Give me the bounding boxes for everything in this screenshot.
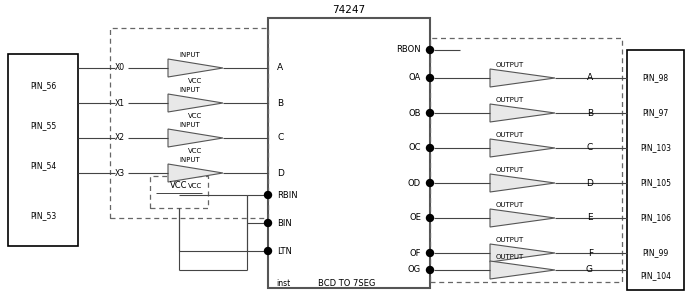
Polygon shape <box>490 209 555 227</box>
Text: VCC: VCC <box>188 78 203 84</box>
Text: OUTPUT: OUTPUT <box>495 167 524 173</box>
Polygon shape <box>168 164 223 182</box>
Text: D: D <box>277 168 284 178</box>
Text: PIN_104: PIN_104 <box>640 271 671 281</box>
Text: PIN_105: PIN_105 <box>640 178 671 188</box>
Text: OD: OD <box>408 178 421 188</box>
Polygon shape <box>490 69 555 87</box>
Text: X3: X3 <box>115 168 125 178</box>
Polygon shape <box>168 94 223 112</box>
Bar <box>150 176 208 208</box>
Text: INPUT: INPUT <box>180 122 201 128</box>
Text: OG: OG <box>408 265 421 275</box>
Circle shape <box>426 47 433 54</box>
Polygon shape <box>490 104 555 122</box>
Circle shape <box>426 74 433 81</box>
Text: BIN: BIN <box>277 219 292 227</box>
Circle shape <box>264 247 271 254</box>
Text: PIN_97: PIN_97 <box>642 109 668 118</box>
Circle shape <box>264 192 271 199</box>
Circle shape <box>426 109 433 116</box>
Text: C: C <box>277 133 283 143</box>
Text: PIN_53: PIN_53 <box>30 212 56 220</box>
Polygon shape <box>168 59 223 77</box>
Polygon shape <box>490 139 555 157</box>
Text: PIN_106: PIN_106 <box>640 213 671 223</box>
Text: VCC: VCC <box>188 113 203 119</box>
Polygon shape <box>168 129 223 147</box>
Text: OUTPUT: OUTPUT <box>495 97 524 103</box>
Text: PIN_56: PIN_56 <box>30 81 56 91</box>
Text: B: B <box>277 98 283 108</box>
Polygon shape <box>490 244 555 262</box>
Polygon shape <box>490 261 555 279</box>
Text: OA: OA <box>409 74 421 82</box>
Text: A: A <box>277 64 283 72</box>
Text: B: B <box>587 109 593 118</box>
Text: OUTPUT: OUTPUT <box>495 202 524 208</box>
Text: OF: OF <box>410 248 421 257</box>
Text: PIN_103: PIN_103 <box>640 143 671 153</box>
Text: PIN_55: PIN_55 <box>30 122 56 130</box>
Text: 74247: 74247 <box>332 5 365 15</box>
Text: LTN: LTN <box>277 247 292 255</box>
Bar <box>8 54 78 246</box>
Text: F: F <box>588 248 593 257</box>
Text: C: C <box>587 143 593 153</box>
Text: OE: OE <box>409 213 421 223</box>
Text: X2: X2 <box>115 133 125 143</box>
Text: inst: inst <box>276 278 290 288</box>
Polygon shape <box>490 174 555 192</box>
Text: E: E <box>588 213 593 223</box>
Circle shape <box>426 179 433 186</box>
Text: A: A <box>587 74 593 82</box>
Circle shape <box>426 215 433 222</box>
Bar <box>627 50 684 290</box>
Text: INPUT: INPUT <box>180 52 201 58</box>
Text: PIN_54: PIN_54 <box>30 161 56 171</box>
Text: PIN_98: PIN_98 <box>642 74 668 82</box>
Text: OUTPUT: OUTPUT <box>495 132 524 138</box>
Text: RBIN: RBIN <box>277 191 298 199</box>
Bar <box>268 18 430 288</box>
Text: D: D <box>586 178 593 188</box>
Text: PIN_99: PIN_99 <box>642 248 668 257</box>
Bar <box>430 38 622 282</box>
Text: OUTPUT: OUTPUT <box>495 237 524 243</box>
Circle shape <box>264 219 271 226</box>
Text: VCC: VCC <box>188 183 203 189</box>
Text: INPUT: INPUT <box>180 157 201 163</box>
Circle shape <box>426 250 433 257</box>
Text: G: G <box>586 265 593 275</box>
Text: X0: X0 <box>115 64 125 72</box>
Circle shape <box>426 144 433 151</box>
Text: OB: OB <box>408 109 421 118</box>
Text: VCC: VCC <box>188 148 203 154</box>
Circle shape <box>426 267 433 274</box>
Text: OC: OC <box>408 143 421 153</box>
Text: X1: X1 <box>115 98 125 108</box>
Bar <box>110 28 268 218</box>
Text: OUTPUT: OUTPUT <box>495 62 524 68</box>
Text: INPUT: INPUT <box>180 87 201 93</box>
Text: BCD TO 7SEG: BCD TO 7SEG <box>318 278 375 288</box>
Text: VCC: VCC <box>170 181 188 189</box>
Text: RBON: RBON <box>397 46 421 54</box>
Text: OUTPUT: OUTPUT <box>495 254 524 260</box>
